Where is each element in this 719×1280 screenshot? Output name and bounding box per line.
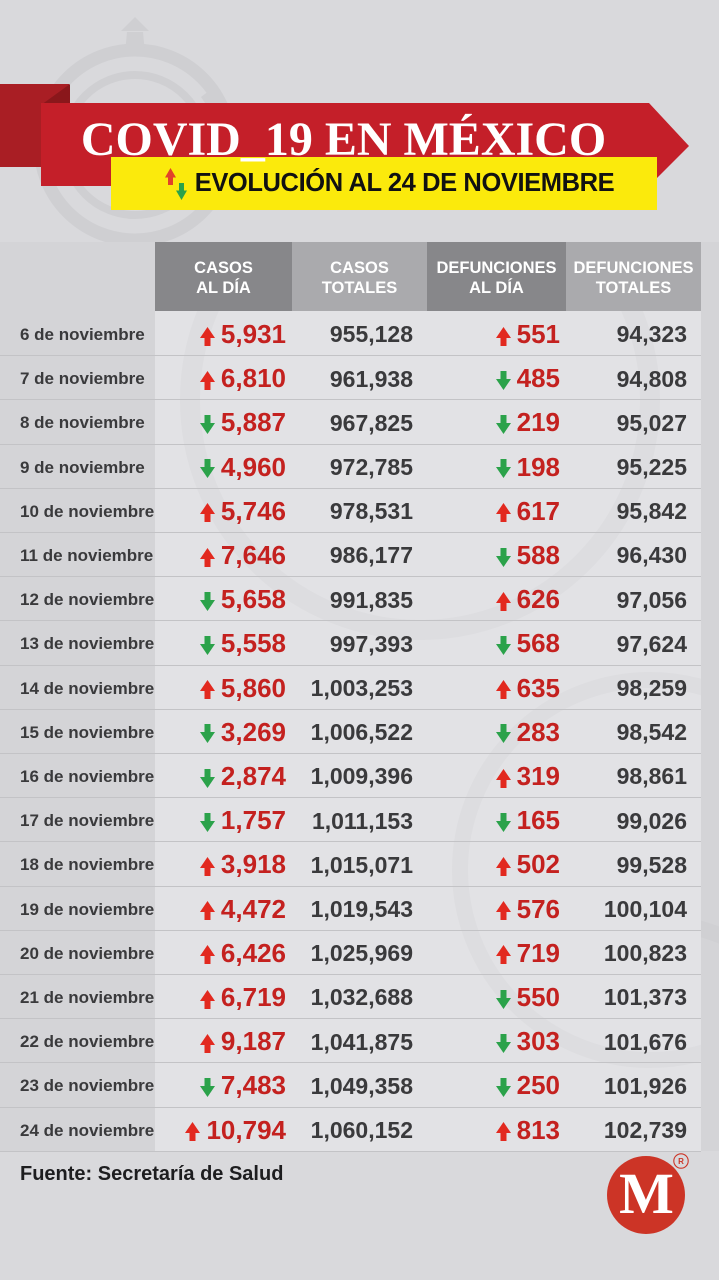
svg-text:R: R [678, 1157, 684, 1166]
svg-text:M: M [619, 1161, 674, 1226]
